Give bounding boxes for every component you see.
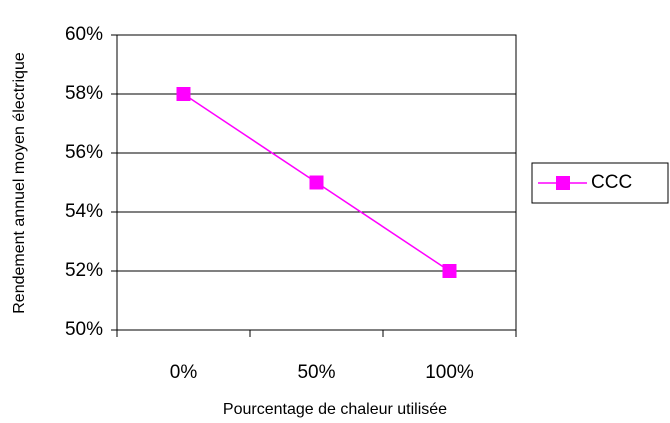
x-axis-label: Pourcentage de chaleur utilisée [223,401,447,418]
y-tick-label: 54% [65,201,103,222]
legend-label: CCC [591,172,632,193]
y-tick-label: 50% [65,319,103,340]
y-tick-label: 58% [65,83,103,104]
point-marker [442,264,457,278]
x-tick-label: 50% [297,362,335,383]
plot-border [116,34,517,331]
y-tick-label: 60% [65,24,103,45]
x-tick-label: 100% [425,362,474,383]
legend-marker [556,176,570,190]
y-tick-label: 52% [65,260,103,281]
y-tick-label: 56% [65,142,103,163]
x-tick-label: 0% [170,362,198,383]
point-marker [176,87,191,101]
y-axis-label: Rendement annuel moyen électrique [11,52,28,314]
point-marker [309,175,324,190]
